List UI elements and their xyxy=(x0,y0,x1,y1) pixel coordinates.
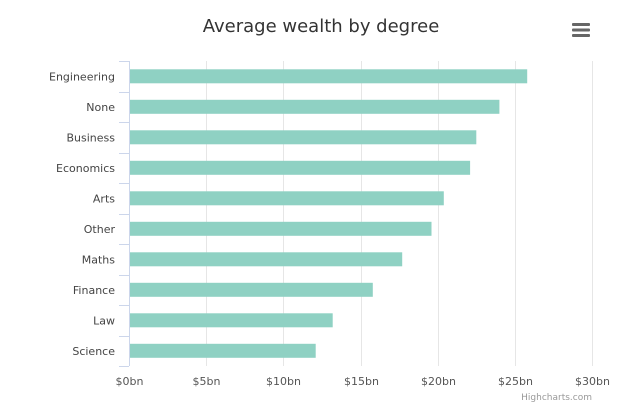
credits-link[interactable]: Highcharts.com xyxy=(521,393,592,403)
category-label-economics: Economics xyxy=(56,162,115,175)
y-axis xyxy=(119,61,130,367)
category-label-finance: Finance xyxy=(73,284,115,297)
x-tick-label: $0bn xyxy=(116,375,144,388)
x-tick-label: $10bn xyxy=(266,375,301,388)
category-label-other: Other xyxy=(84,223,116,236)
bar-maths[interactable] xyxy=(130,252,403,267)
bar-other[interactable] xyxy=(130,221,432,236)
bar-none[interactable] xyxy=(130,99,500,114)
menu-icon[interactable] xyxy=(572,23,590,37)
category-label-science: Science xyxy=(72,345,115,358)
x-tick-label: $30bn xyxy=(575,375,610,388)
x-axis-tick-labels: $0bn $5bn $10bn $15bn $20bn $25bn $30bn xyxy=(116,375,610,388)
x-tick-label: $15bn xyxy=(344,375,379,388)
bar-science[interactable] xyxy=(130,343,316,358)
chart-title: Average wealth by degree xyxy=(203,16,440,37)
bar-law[interactable] xyxy=(130,313,333,328)
menu-bar-bottom xyxy=(572,34,590,37)
bar-arts[interactable] xyxy=(130,191,444,206)
category-label-engineering: Engineering xyxy=(49,70,115,83)
bar-series xyxy=(130,69,528,358)
bar-economics[interactable] xyxy=(130,160,471,175)
menu-bar-middle xyxy=(572,28,590,32)
x-tick-label: $25bn xyxy=(498,375,533,388)
category-label-maths: Maths xyxy=(82,253,116,266)
category-label-none: None xyxy=(86,101,115,114)
x-tick-label: $20bn xyxy=(421,375,456,388)
bar-business[interactable] xyxy=(130,130,477,145)
x-tick-label: $5bn xyxy=(193,375,221,388)
bar-engineering[interactable] xyxy=(130,69,528,84)
category-label-arts: Arts xyxy=(93,192,115,205)
category-labels: Engineering None Business Economics Arts Othe… xyxy=(49,70,116,358)
category-label-law: Law xyxy=(93,314,115,327)
menu-bar-top xyxy=(572,23,590,26)
bar-finance[interactable] xyxy=(130,282,373,297)
category-label-business: Business xyxy=(66,131,115,144)
